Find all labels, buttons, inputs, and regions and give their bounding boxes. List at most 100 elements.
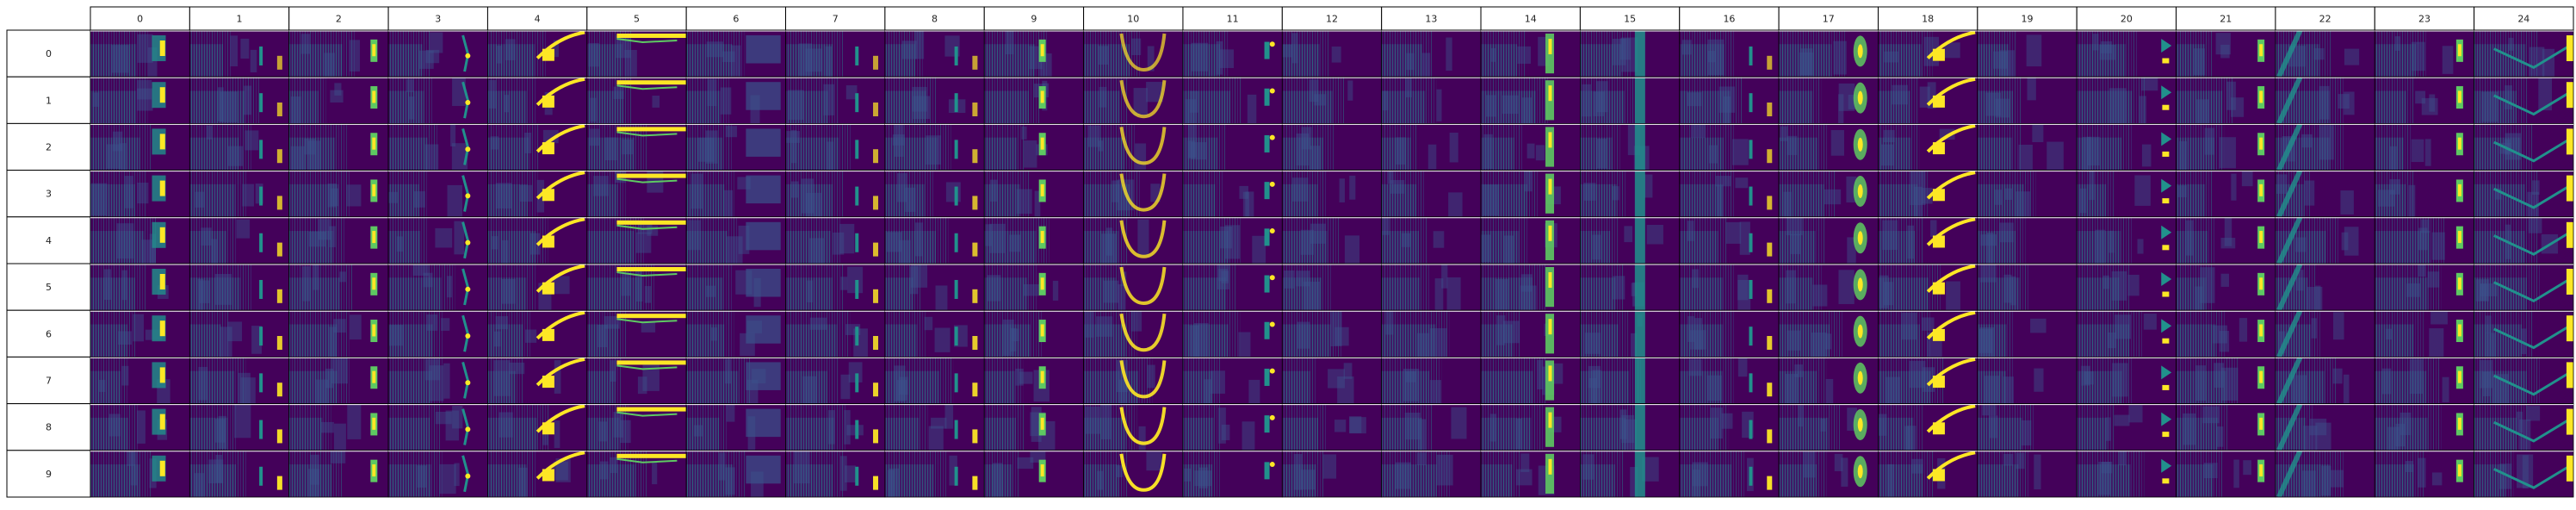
heatmap-cell	[2474, 450, 2574, 498]
heatmap-cell	[2076, 263, 2177, 311]
heatmap-cell	[1182, 309, 1283, 358]
column-header-label: 19	[2022, 14, 2034, 25]
heatmap-cell	[387, 450, 488, 498]
heatmap-cell	[2275, 29, 2375, 78]
heatmap-cell	[1083, 450, 1184, 498]
heatmap-cell	[685, 263, 786, 311]
heatmap-cell	[2076, 29, 2177, 78]
column-header-0: 0	[90, 6, 190, 31]
column-header-3: 3	[387, 6, 488, 31]
heatmap-cell	[785, 403, 886, 451]
heatmap-cell	[2176, 309, 2276, 358]
heatmap-cell	[884, 216, 985, 264]
column-header-label: 14	[1525, 14, 1537, 25]
heatmap-cell	[1083, 309, 1184, 358]
heatmap-cell	[983, 122, 1084, 171]
heatmap-cell	[1977, 309, 2078, 358]
heatmap-cell	[685, 216, 786, 264]
column-header-label: 18	[1922, 14, 1934, 25]
heatmap-cell	[487, 309, 588, 358]
column-header-22: 22	[2275, 6, 2375, 31]
heatmap-cell	[2474, 29, 2574, 78]
heatmap-cell	[1580, 309, 1681, 358]
heatmap-cell	[1480, 216, 1581, 264]
column-header-5: 5	[586, 6, 687, 31]
heatmap-cell	[387, 76, 488, 124]
heatmap-cell	[2474, 356, 2574, 404]
column-header-label: 4	[535, 14, 541, 25]
row-header-label: 8	[46, 422, 52, 433]
column-header-label: 15	[1624, 14, 1636, 25]
heatmap-cell	[189, 450, 290, 498]
heatmap-cell	[288, 216, 389, 264]
heatmap-cell	[1381, 216, 1482, 264]
column-header-label: 16	[1723, 14, 1735, 25]
column-header-label: 23	[2418, 14, 2430, 25]
heatmap-cell	[90, 450, 190, 498]
heatmap-cell	[586, 356, 687, 404]
heatmap-cell	[1083, 29, 1184, 78]
heatmap-cell	[1480, 29, 1581, 78]
heatmap-cell	[1878, 450, 1978, 498]
column-header-label: 3	[435, 14, 441, 25]
heatmap-cell	[1580, 170, 1681, 218]
heatmap-cell	[2374, 263, 2475, 311]
heatmap-cell	[1977, 122, 2078, 171]
heatmap-cell	[189, 356, 290, 404]
heatmap-cell	[2374, 309, 2475, 358]
heatmap-cell	[685, 122, 786, 171]
column-header-label: 5	[634, 14, 640, 25]
heatmap-cell	[189, 403, 290, 451]
heatmap-cell	[387, 170, 488, 218]
column-header-label: 17	[1823, 14, 1835, 25]
heatmap-cell	[288, 403, 389, 451]
heatmap-cell	[387, 356, 488, 404]
heatmap-cell	[90, 170, 190, 218]
heatmap-cell	[1580, 450, 1681, 498]
heatmap-cell	[1679, 216, 1780, 264]
heatmap-cell	[90, 122, 190, 171]
heatmap-cell	[288, 122, 389, 171]
heatmap-cell	[387, 403, 488, 451]
row-header-8: 8	[6, 403, 91, 451]
heatmap-cell	[1281, 356, 1383, 404]
heatmap-cell	[785, 356, 886, 404]
heatmap-cell	[1778, 263, 1879, 311]
heatmap-cell	[90, 356, 190, 404]
heatmap-cell	[288, 309, 389, 358]
column-header-13: 13	[1381, 6, 1482, 31]
heatmap-cell	[1182, 170, 1283, 218]
heatmap-cell	[487, 29, 588, 78]
heatmap-cell	[1281, 450, 1383, 498]
row-header-1: 1	[6, 76, 91, 124]
heatmap-cell	[1878, 216, 1978, 264]
heatmap-cell	[2275, 122, 2375, 171]
heatmap-cell	[288, 29, 389, 78]
column-header-label: 11	[1227, 14, 1239, 25]
heatmap-cell	[586, 76, 687, 124]
heatmap-cell	[685, 76, 786, 124]
heatmap-cell	[1281, 76, 1383, 124]
heatmap-cell	[288, 76, 389, 124]
heatmap-cell	[288, 450, 389, 498]
heatmap-cell	[1679, 356, 1780, 404]
heatmap-cell	[1480, 450, 1581, 498]
row-header-9: 9	[6, 450, 91, 498]
heatmap-cell	[1878, 76, 1978, 124]
column-header-9: 9	[983, 6, 1085, 31]
heatmap-cell	[1083, 263, 1184, 311]
heatmap-cell	[1381, 29, 1482, 78]
column-header-1: 1	[189, 6, 290, 31]
heatmap-cell	[1182, 403, 1283, 451]
heatmap-cell	[884, 170, 985, 218]
heatmap-cell	[2076, 122, 2177, 171]
heatmap-cell	[387, 263, 488, 311]
heatmap-cell	[586, 450, 687, 498]
heatmap-cell	[685, 403, 786, 451]
heatmap-cell	[1281, 216, 1383, 264]
heatmap-cell	[1580, 356, 1681, 404]
heatmap-cell	[1480, 170, 1581, 218]
heatmap-cell	[1679, 309, 1780, 358]
heatmap-cell	[685, 356, 786, 404]
heatmap-cell	[1778, 309, 1879, 358]
